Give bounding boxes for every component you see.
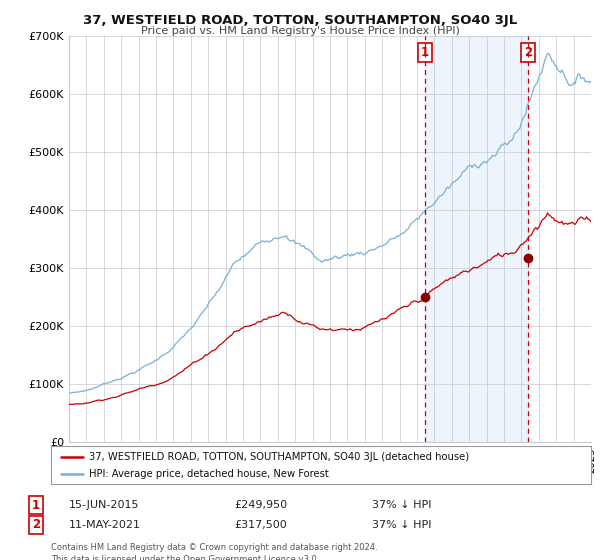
Text: Price paid vs. HM Land Registry's House Price Index (HPI): Price paid vs. HM Land Registry's House … — [140, 26, 460, 36]
Text: Contains HM Land Registry data © Crown copyright and database right 2024.
This d: Contains HM Land Registry data © Crown c… — [51, 543, 377, 560]
Text: £317,500: £317,500 — [234, 520, 287, 530]
Text: £249,950: £249,950 — [234, 500, 287, 510]
Bar — [425, 36, 528, 442]
Text: 15-JUN-2015: 15-JUN-2015 — [69, 500, 139, 510]
Text: 37% ↓ HPI: 37% ↓ HPI — [372, 500, 431, 510]
Text: 2: 2 — [524, 46, 532, 59]
Text: 2: 2 — [32, 518, 40, 531]
Text: 11-MAY-2021: 11-MAY-2021 — [69, 520, 141, 530]
Text: HPI: Average price, detached house, New Forest: HPI: Average price, detached house, New … — [89, 469, 329, 479]
Text: 37, WESTFIELD ROAD, TOTTON, SOUTHAMPTON, SO40 3JL (detached house): 37, WESTFIELD ROAD, TOTTON, SOUTHAMPTON,… — [89, 451, 469, 461]
Text: 37, WESTFIELD ROAD, TOTTON, SOUTHAMPTON, SO40 3JL: 37, WESTFIELD ROAD, TOTTON, SOUTHAMPTON,… — [83, 14, 517, 27]
Text: 37% ↓ HPI: 37% ↓ HPI — [372, 520, 431, 530]
Text: 1: 1 — [32, 498, 40, 512]
Text: 1: 1 — [421, 46, 429, 59]
